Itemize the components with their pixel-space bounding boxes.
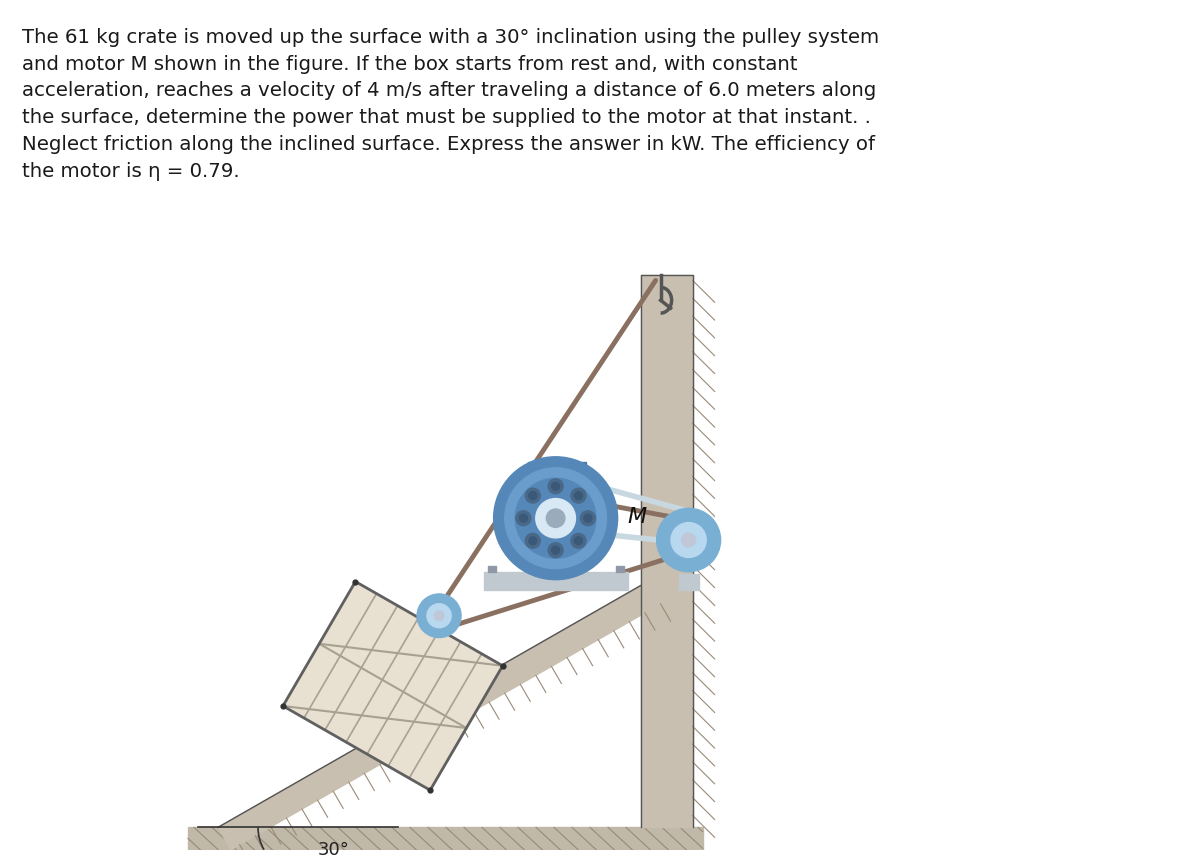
Circle shape	[575, 492, 582, 499]
Circle shape	[516, 511, 530, 526]
Circle shape	[418, 594, 461, 637]
Circle shape	[671, 523, 707, 558]
Circle shape	[434, 611, 444, 620]
Circle shape	[552, 482, 559, 490]
Polygon shape	[679, 574, 698, 589]
Polygon shape	[641, 275, 692, 827]
Circle shape	[535, 498, 576, 538]
Circle shape	[526, 488, 540, 503]
Circle shape	[548, 543, 563, 558]
Text: 30°: 30°	[318, 841, 350, 858]
Circle shape	[515, 478, 596, 559]
Polygon shape	[188, 827, 703, 855]
Circle shape	[571, 488, 586, 503]
Circle shape	[526, 534, 540, 548]
Polygon shape	[218, 586, 654, 849]
Polygon shape	[484, 571, 628, 589]
Polygon shape	[283, 582, 503, 790]
Text: The 61 kg crate is moved up the surface with a 30° inclination using the pulley : The 61 kg crate is moved up the surface …	[22, 27, 880, 181]
Circle shape	[552, 547, 559, 554]
Circle shape	[520, 514, 527, 523]
Polygon shape	[283, 582, 503, 790]
Circle shape	[584, 514, 592, 523]
Text: M: M	[628, 507, 647, 527]
Circle shape	[505, 468, 606, 569]
Circle shape	[575, 537, 582, 545]
Circle shape	[546, 509, 565, 528]
Circle shape	[656, 508, 721, 571]
Circle shape	[548, 479, 563, 493]
Circle shape	[529, 492, 536, 499]
Circle shape	[427, 604, 451, 628]
Circle shape	[682, 533, 696, 547]
Circle shape	[493, 456, 618, 580]
Polygon shape	[616, 565, 624, 571]
Circle shape	[581, 511, 595, 526]
Circle shape	[571, 534, 586, 548]
Circle shape	[529, 537, 536, 545]
Polygon shape	[487, 565, 496, 571]
Polygon shape	[528, 462, 586, 575]
